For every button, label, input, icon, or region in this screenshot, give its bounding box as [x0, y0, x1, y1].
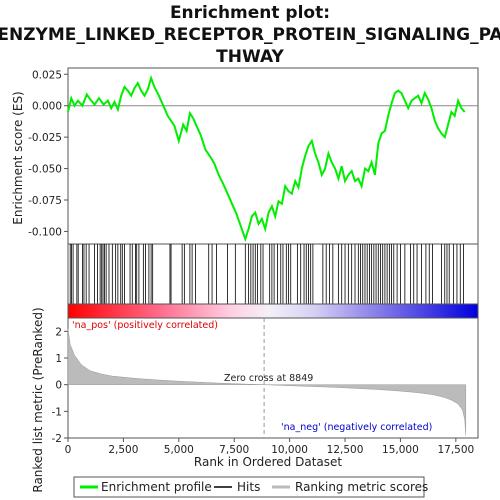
metric-ytick-label: 2	[55, 326, 62, 338]
metric-ytick-label: -2	[52, 433, 62, 445]
neg-label: 'na_neg' (negatively correlated)	[281, 422, 432, 433]
es-ytick-label: 0.025	[32, 69, 62, 81]
x-tick-label: 10,000	[271, 444, 308, 456]
es-ytick-label: -0.050	[28, 164, 62, 176]
metric-ytick-label: 1	[55, 353, 62, 365]
x-tick-label: 5,000	[164, 444, 194, 456]
es-y-axis-label: Enrichment score (ES)	[11, 91, 25, 224]
hits-panel	[67, 243, 479, 305]
x-tick-label: 15,000	[382, 444, 419, 456]
x-tick-label: 12,500	[327, 444, 364, 456]
hits-panel-frame	[67, 243, 479, 305]
x-tick-label: 7,500	[219, 444, 249, 456]
rank-color-bar	[67, 303, 479, 319]
legend-box	[73, 476, 425, 498]
legend-metric-label: Ranking metric scores	[295, 480, 428, 494]
legend: Enrichment profile Hits Ranking metric s…	[73, 476, 428, 498]
legend-enrichment-label: Enrichment profile	[101, 480, 212, 494]
es-ytick-label: -0.025	[28, 132, 62, 144]
es-panel-frame	[67, 67, 479, 245]
x-tick-label: 17,500	[437, 444, 474, 456]
x-tick-label: 0	[65, 444, 72, 456]
metric-ytick-label: -1	[52, 406, 62, 418]
es-ytick-label: -0.100	[28, 226, 62, 238]
title-line-1: Enrichment plot:	[170, 3, 330, 23]
es-ytick-label: -0.075	[28, 195, 62, 207]
ranking-metric-area	[67, 328, 467, 436]
title-line-3: THWAY	[216, 47, 284, 67]
es-ytick-label: 0.000	[32, 101, 62, 113]
metric-panel: 2 1 0 -1 -2	[52, 317, 479, 445]
metric-y-axis-label: Ranked list metric (PreRanked)	[31, 307, 45, 492]
x-axis-label: Rank in Ordered Dataset	[194, 455, 342, 469]
zero-cross-label: Zero cross at 8849	[224, 373, 313, 384]
es-panel: 0.025 0.000 -0.025 -0.050 -0.075 -0.100	[28, 67, 479, 245]
pos-label: 'na_pos' (positively correlated)	[72, 320, 218, 331]
legend-hits-label: Hits	[237, 480, 260, 494]
x-tick-label: 2,500	[108, 444, 138, 456]
enrichment-profile-line	[67, 74, 466, 243]
title-line-2: ENZYME_LINKED_RECEPTOR_PROTEIN_SIGNALING…	[0, 25, 500, 45]
metric-panel-frame	[67, 317, 479, 439]
metric-ytick-label: 0	[55, 380, 62, 392]
